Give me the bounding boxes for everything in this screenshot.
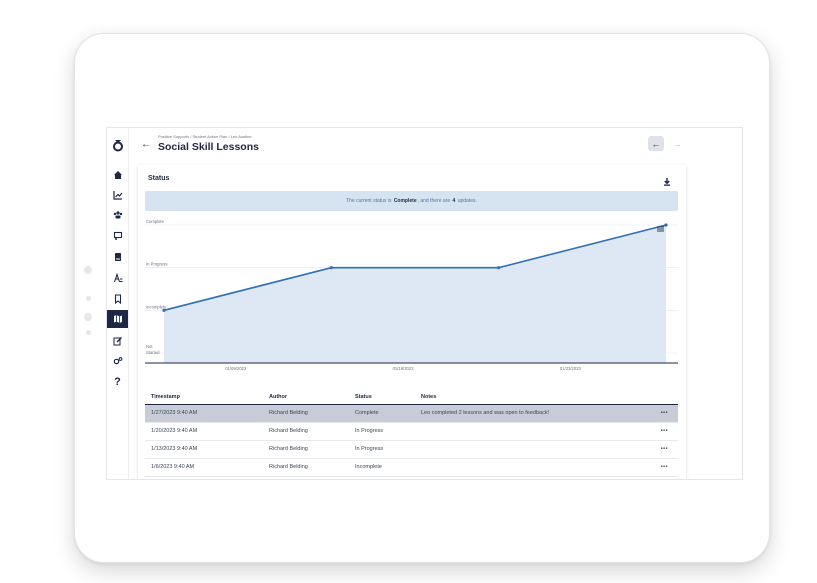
cell-status: Incomplete — [349, 458, 415, 477]
y-tick-label: Started — [146, 350, 160, 355]
cell-status: Complete — [349, 404, 415, 423]
data-point — [329, 266, 333, 270]
y-tick-label: Incomplete — [146, 304, 167, 309]
series-area — [164, 225, 666, 363]
table-row[interactable]: 1/6/2023 9:40 AM Richard Belding Incompl… — [145, 458, 678, 477]
map-icon[interactable] — [107, 310, 128, 328]
sidebar: ? — [107, 128, 129, 479]
device-indicator-dot — [86, 330, 91, 335]
arrow-right-icon: → — [672, 138, 682, 149]
table-header-row: Timestamp Author Status Notes — [145, 390, 678, 405]
cell-author: Richard Belding — [263, 404, 349, 423]
device-indicator-dot — [84, 313, 92, 321]
status-card: Status The current status is Complete , … — [138, 165, 686, 479]
banner-count: 4 — [452, 198, 456, 204]
cell-author: Richard Belding — [263, 458, 349, 477]
banner-text: The current status is — [346, 198, 392, 204]
more-options-icon[interactable]: ••• — [648, 458, 678, 477]
help-icon[interactable]: ? — [114, 375, 121, 388]
banner-status: Complete — [393, 198, 417, 204]
home-icon[interactable] — [107, 166, 128, 184]
cell-timestamp: 1/27/2023 9:40 AM — [145, 404, 263, 423]
cell-notes — [415, 440, 648, 459]
table-row[interactable]: 1/13/2023 9:40 AM Richard Belding In Pro… — [145, 440, 678, 459]
series-line — [163, 224, 667, 312]
banner-text: , and there are — [417, 198, 451, 204]
bookmark-icon[interactable] — [107, 290, 128, 308]
book-icon[interactable] — [107, 248, 128, 266]
data-point — [664, 223, 668, 227]
next-button[interactable]: → — [669, 136, 685, 151]
settings-icon[interactable] — [107, 352, 128, 370]
cell-notes — [415, 458, 648, 477]
table-row[interactable]: 1/20/2023 9:40 AM Richard Belding In Pro… — [145, 422, 678, 441]
chart-icon[interactable] — [107, 186, 128, 204]
previous-button[interactable]: ← — [648, 136, 664, 151]
status-banner: The current status is Complete , and the… — [145, 191, 678, 211]
y-tick-label: In Progress — [146, 262, 167, 267]
hamburger-menu-icon[interactable] — [657, 226, 664, 232]
column-header[interactable]: Timestamp — [145, 390, 263, 405]
data-point — [497, 266, 501, 270]
presentation-icon[interactable] — [107, 227, 128, 245]
cell-status: In Progress — [349, 422, 415, 441]
breadcrumb[interactable]: Positive Supports / Student Action Plan … — [158, 134, 252, 139]
table-row[interactable]: 1/27/2023 9:40 AM Richard Belding Comple… — [145, 404, 678, 423]
device-indicator-dot — [86, 296, 91, 301]
column-header[interactable]: Notes — [415, 390, 648, 405]
download-icon[interactable] — [662, 174, 672, 186]
back-arrow-icon[interactable]: ← — [141, 139, 151, 150]
y-tick-label: Complete — [146, 219, 165, 224]
brand-logo-icon[interactable] — [107, 136, 128, 154]
cell-notes — [415, 422, 648, 441]
column-header[interactable]: Author — [263, 390, 349, 405]
abc-icon[interactable] — [107, 269, 128, 287]
cell-author: Richard Belding — [263, 440, 349, 459]
cell-timestamp: 1/13/2023 9:40 AM — [145, 440, 263, 459]
y-tick-label: Not — [146, 344, 153, 349]
page-title: Social Skill Lessons — [158, 141, 259, 153]
edit-icon[interactable] — [107, 332, 128, 350]
cell-status: In Progress — [349, 440, 415, 459]
column-header[interactable]: Status — [349, 390, 415, 405]
cell-timestamp: 1/6/2023 9:40 AM — [145, 458, 263, 477]
banner-text: updates. — [457, 198, 477, 204]
users-icon[interactable] — [107, 206, 128, 224]
device-indicator-dot — [84, 266, 92, 274]
x-tick-label: 01/09/2023 — [225, 366, 247, 371]
cell-author: Richard Belding — [263, 422, 349, 441]
cell-notes: Leo completed 2 lessons and was open to … — [415, 404, 648, 423]
status-title: Status — [148, 175, 170, 182]
x-tick-label: 01/23/2023 — [560, 366, 582, 371]
more-options-icon[interactable]: ••• — [648, 404, 678, 423]
cell-timestamp: 1/20/2023 9:40 AM — [145, 422, 263, 441]
arrow-left-icon: ← — [651, 138, 661, 149]
app-screen: ? ← Positive Supports / Student Action P… — [106, 127, 743, 480]
more-options-icon[interactable]: ••• — [648, 422, 678, 441]
updates-table: Timestamp Author Status Notes 1/27/2023 … — [145, 390, 678, 477]
more-options-icon[interactable]: ••• — [648, 440, 678, 459]
data-point — [162, 308, 166, 312]
x-tick-label: 01/16/2023 — [393, 366, 415, 371]
column-header-actions — [648, 390, 678, 405]
